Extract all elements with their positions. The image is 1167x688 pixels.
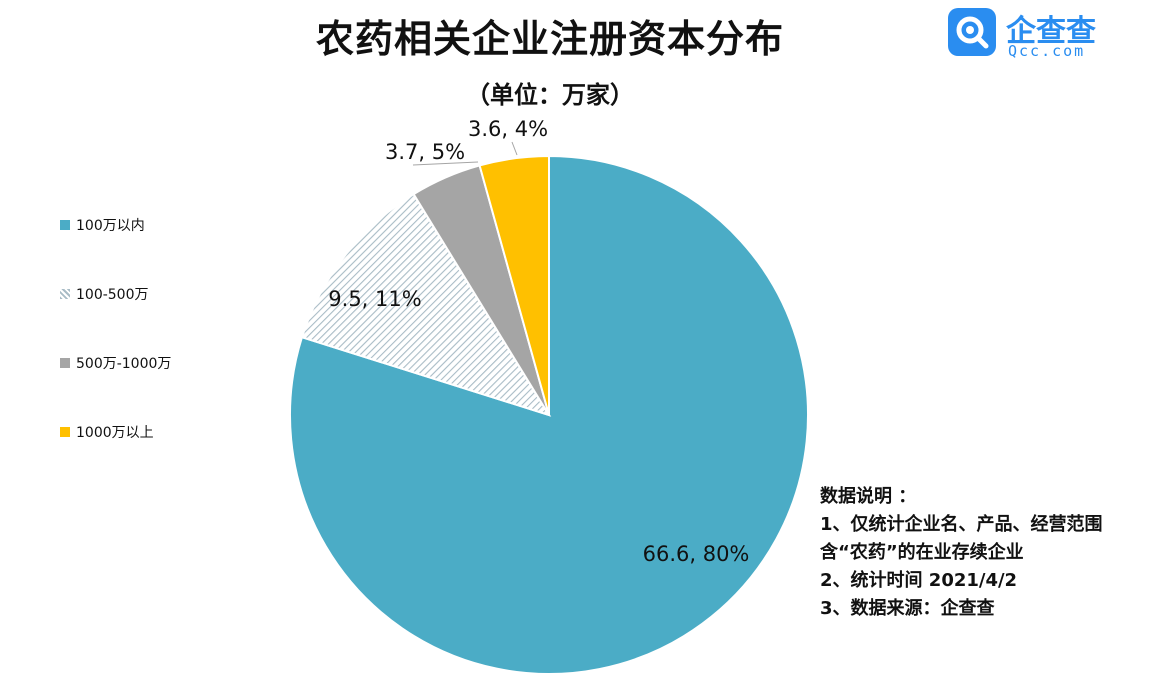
leader-line bbox=[511, 141, 518, 156]
data-notes: 数据说明 ： 1、仅统计企业名、产品、经营范围 含“农药”的在业存续企业 2、统… bbox=[820, 483, 1160, 623]
brand-logo: 企查查 Qcc.com bbox=[948, 8, 1148, 60]
chart-title: 农药相关企业注册资本分布 bbox=[315, 17, 784, 61]
slice-data-label: 66.6, 80% bbox=[643, 542, 750, 566]
notes-line: 2、统计时间 2021/4/2 bbox=[820, 570, 1018, 591]
legend-item: 500万-1000万 bbox=[60, 353, 171, 373]
slice-data-label: 3.6, 4% bbox=[468, 117, 548, 141]
legend-swatch bbox=[60, 220, 70, 230]
pie-slice bbox=[478, 154, 550, 416]
legend-label: 100万以内 bbox=[76, 218, 145, 234]
legend-label: 100-500万 bbox=[76, 287, 149, 303]
pie-slice bbox=[300, 192, 552, 417]
legend-item: 100万以内 bbox=[60, 215, 145, 235]
notes-line: 1、仅统计企业名、产品、经营范围 bbox=[820, 514, 1103, 535]
qcc-logo-icon bbox=[948, 8, 996, 56]
legend-label: 1000万以上 bbox=[76, 425, 154, 441]
legend-swatch bbox=[60, 358, 70, 368]
legend-swatch bbox=[60, 289, 70, 299]
chart-subtitle: （单位：万家） bbox=[466, 81, 634, 109]
brand-domain: Qcc.com bbox=[1008, 42, 1086, 60]
brand-name: 企查查 bbox=[1006, 14, 1096, 49]
slice-data-label: 9.5, 11% bbox=[328, 287, 421, 311]
slice-data-label: 3.7, 5% bbox=[385, 140, 465, 164]
leader-line bbox=[412, 161, 479, 166]
legend-item: 1000万以上 bbox=[60, 422, 154, 442]
notes-heading: 数据说明 ： bbox=[820, 486, 917, 507]
legend-label: 500万-1000万 bbox=[76, 356, 172, 372]
notes-line: 3、数据来源：企查查 bbox=[820, 598, 995, 619]
legend-item: 100-500万 bbox=[60, 284, 149, 304]
pie-slice bbox=[288, 154, 809, 675]
notes-line: 含“农药”的在业存续企业 bbox=[820, 542, 1024, 563]
legend-swatch bbox=[60, 427, 70, 437]
